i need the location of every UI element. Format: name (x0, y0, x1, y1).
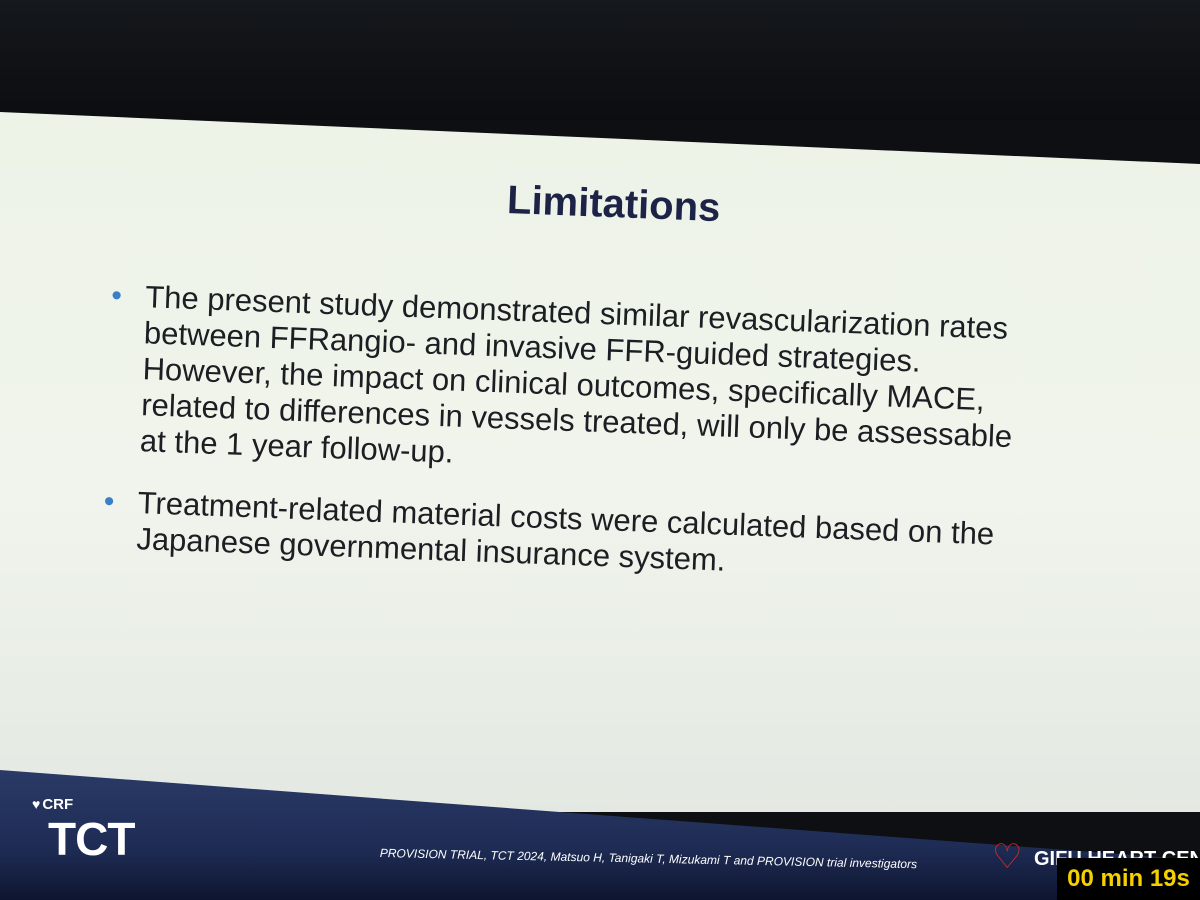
gifu-heart-logo-icon: ♡ (992, 838, 1023, 876)
crf-logo: ♥ CRF (32, 796, 73, 813)
bullet-item-2: • Treatment-related material costs were … (102, 484, 1104, 593)
tct-logo: TCT (48, 813, 135, 865)
bullet-list: • The present study demonstrated similar… (101, 278, 1111, 618)
crf-label: CRF (42, 796, 74, 813)
slide-background (0, 112, 1200, 812)
heart-icon: ♥ (32, 796, 41, 812)
slide-title: Limitations (506, 178, 722, 231)
bullet-item-1: • The present study demonstrated similar… (105, 278, 1111, 495)
bullet-dot-icon: • (103, 484, 115, 519)
dark-room-background (0, 0, 1200, 120)
elapsed-timer: 00 min 19s (1057, 858, 1200, 900)
bullet-dot-icon: • (110, 278, 123, 313)
